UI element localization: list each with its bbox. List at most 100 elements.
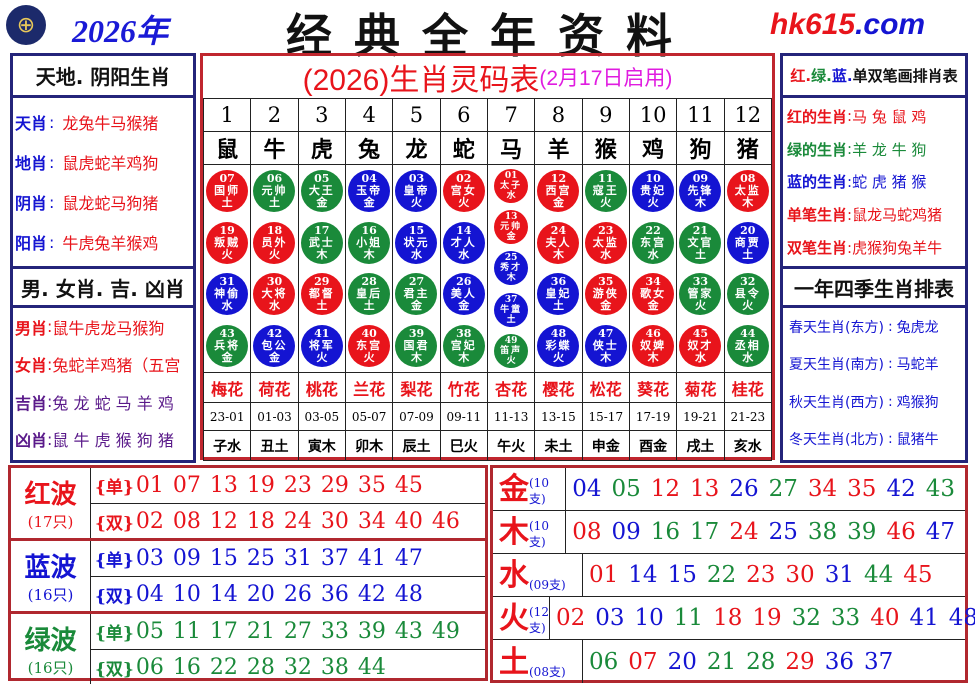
site-link[interactable]: hk615.com <box>770 8 925 42</box>
row-value: 鼠牛虎龙马猴狗 <box>52 318 165 338</box>
wave-number: 45 <box>394 473 423 498</box>
zodiac-cell: 羊 <box>534 131 583 165</box>
ball-element: 火 <box>316 351 328 365</box>
wave-number: 22 <box>209 654 238 680</box>
ball-title: 先锋 <box>687 183 714 197</box>
title-part: . <box>805 66 812 85</box>
flower-cell: 杏花 <box>486 372 536 403</box>
ball-number: 23 <box>598 223 614 237</box>
ball-title: 笛声 <box>500 346 523 357</box>
ball-number: 16 <box>361 223 377 237</box>
flower-cell: 兰花 <box>344 372 394 403</box>
color-zodiac-row: 红的生肖: 马 兔 鼠 鸡 <box>787 106 965 127</box>
element-row: 水 (09支) 01 14 15 22 23 30 31 44 45 <box>493 554 965 597</box>
title-part: 单双笔画排肖表 <box>852 67 958 85</box>
ball-element: 金 <box>268 351 280 365</box>
parity-tag: {单} <box>95 478 134 498</box>
row-key: 阳肖 <box>15 234 48 253</box>
element-number: 26 <box>729 476 759 502</box>
number-ball: 38 宫妃木 <box>442 325 485 368</box>
zodiac-cell: 鼠 <box>202 131 252 165</box>
number-ball: 41 将军火 <box>300 325 343 368</box>
flower-cell: 桃花 <box>297 372 346 403</box>
branch-cell: 未土 <box>534 430 583 461</box>
hour-cell: 19-21 <box>676 402 725 431</box>
row-key: 地肖 <box>15 154 48 173</box>
number-ball: 14 才人水 <box>442 221 485 264</box>
ball-element: 火 <box>410 195 422 209</box>
element-number: 24 <box>729 519 759 545</box>
number-ball: 34 歌女金 <box>632 273 675 316</box>
flower-cell: 松花 <box>581 372 630 403</box>
ball-title: 秀才 <box>500 263 523 274</box>
flower-cell: 葵花 <box>628 372 678 403</box>
number-ball: 04 玉帝金 <box>348 169 391 212</box>
color-zodiac-row: 蓝的生肖: 蛇 虎 猪 猴 <box>787 171 965 192</box>
wave-number: 24 <box>283 508 312 534</box>
color-stroke-title: 红. 绿. 蓝. 单双笔画排肖表 <box>783 56 965 98</box>
hour-cell: 17-19 <box>628 402 678 431</box>
zodiac-cell: 狗 <box>676 131 725 165</box>
number-ball: 20 商贾土 <box>726 221 769 264</box>
ball-title: 国师 <box>214 183 241 197</box>
ball-number: 06 <box>266 171 283 185</box>
element-number: 35 <box>847 476 877 502</box>
ball-title: 状元 <box>403 235 430 249</box>
element-name: 金 <box>499 472 529 507</box>
ball-number: 30 <box>266 275 283 289</box>
element-number: 27 <box>768 476 798 502</box>
element-number: 29 <box>785 648 815 675</box>
wave-number: 09 <box>172 546 201 571</box>
row-key: 阴肖 <box>15 194 48 213</box>
grid-row-f: 梅花 荷花 桃花 兰花 梨花 竹花 杏花 樱花 松花 葵花 菊花 桂花 <box>202 372 773 403</box>
element-number: 20 <box>667 648 697 675</box>
ball-element: 火 <box>552 351 564 365</box>
number-ball: 06 元帅土 <box>253 169 296 212</box>
ball-element: 木 <box>647 351 659 365</box>
ball-title: 叛贼 <box>214 235 241 249</box>
number-ball: 18 员外火 <box>253 221 296 264</box>
wave-number: 34 <box>357 508 386 534</box>
hour-cell: 05-07 <box>344 402 394 431</box>
ball-cell: 10 贵妃火 22 东宫水 34 歌女金 46 奴婢木 <box>628 164 678 373</box>
element-number: 47 <box>925 519 955 545</box>
ball-number: 32 <box>740 275 756 289</box>
row-value: 羊 龙 牛 狗 <box>852 140 927 159</box>
hour-cell: 23-01 <box>202 402 252 431</box>
ball-element: 火 <box>694 299 706 313</box>
wave-number: 30 <box>320 508 349 534</box>
wave-name: 蓝波 <box>24 553 77 583</box>
number-ball: 11 寇王火 <box>584 169 627 212</box>
season-row: 春天生肖(东方): 兔虎龙 <box>789 317 965 337</box>
element-number: 34 <box>807 476 838 502</box>
ball-title: 游侠 <box>592 287 619 301</box>
hour-cell: 13-15 <box>534 402 583 431</box>
ball-element: 水 <box>600 247 612 261</box>
number-ball: 16 小姐木 <box>348 221 391 264</box>
ball-number: 29 <box>314 275 330 289</box>
colon: : <box>847 205 853 224</box>
ball-element: 土 <box>694 247 706 261</box>
ball-element: 水 <box>268 299 280 313</box>
ball-element: 火 <box>221 247 233 261</box>
colon: : <box>887 318 893 335</box>
element-number: 45 <box>903 562 933 588</box>
row-value: 牛虎兔羊猴鸡 <box>62 234 159 253</box>
ball-number: 44 <box>740 327 756 341</box>
ball-number: 48 <box>550 327 567 341</box>
ball-number: 37 <box>504 294 518 305</box>
ball-title: 兵将 <box>214 339 241 353</box>
ball-title: 武士 <box>308 235 335 249</box>
branch-cell: 卯木 <box>344 430 394 461</box>
row-value: 鼠龙马蛇鸡猪 <box>852 206 943 225</box>
ball-title: 元帅 <box>500 222 523 233</box>
number-ball: 31 神偷水 <box>206 273 249 316</box>
wave-count: (17只) <box>27 513 74 531</box>
tiandi-row: 地肖: 鼠虎蛇羊鸡狗 <box>15 150 193 174</box>
element-number: 44 <box>863 562 894 588</box>
element-number: 39 <box>847 519 877 545</box>
row-value: 马蛇羊 <box>896 357 939 374</box>
seasons-title: 一年四季生肖排表 <box>783 266 965 308</box>
ball-number: 41 <box>314 327 330 341</box>
wave-number: 15 <box>209 546 238 571</box>
